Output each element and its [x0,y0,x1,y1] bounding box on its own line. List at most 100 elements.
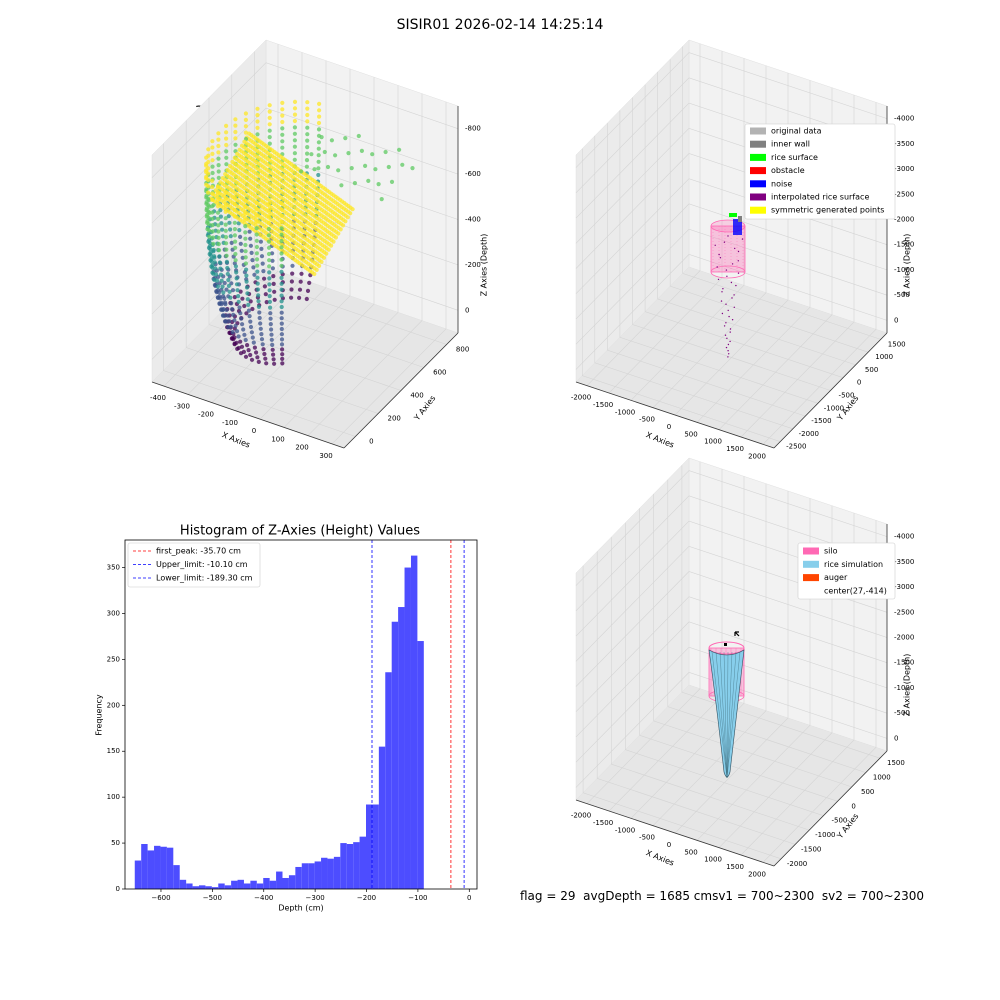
gridline [669,59,869,353]
legend-swatch [803,574,819,582]
data-point [333,235,338,240]
legend-swatch [750,140,766,148]
histogram-bar [314,861,322,889]
mesh-line [726,651,733,779]
data-point [206,177,211,182]
legend-swatch [750,127,766,135]
data-point [279,321,284,326]
gridline [575,596,888,712]
gridline [682,46,881,340]
x-tick-label: 500 [684,848,697,856]
data-point [210,145,215,150]
data-point [272,289,277,294]
data-point [254,251,259,256]
data-point [279,316,284,321]
data-point [257,310,262,315]
data-point [331,239,336,244]
data-point [210,229,215,234]
data-point [279,304,284,310]
histogram-bar [205,886,212,889]
y-tick-label: 1000 [873,774,891,782]
y-tick-label: 1500 [888,340,906,348]
data-point [292,112,298,117]
gridline [644,84,844,378]
data-point [279,269,284,274]
data-point [316,127,322,132]
auger-marker [734,631,740,637]
gridline [187,52,303,395]
gridline [607,123,806,417]
data-point [299,271,304,276]
data-point [215,204,221,209]
data-point [266,239,271,244]
data-point [207,228,212,233]
data-point [341,223,346,228]
data-point [356,133,361,139]
z-tick-label: -1000 [894,684,914,692]
legend-label: rice surface [771,153,818,162]
data-point [225,313,230,318]
data-point [228,234,233,239]
data-point [279,287,284,292]
data-point [251,265,256,270]
data-point [204,163,209,168]
data-point [316,172,321,178]
data-point [207,234,212,239]
interpolated-point [734,247,736,250]
data-point [305,151,310,156]
data-point [233,258,238,263]
data-point [225,265,230,271]
y-tick-label: -500 [839,392,855,400]
gridline [575,470,888,586]
data-point [255,287,260,292]
data-point [216,223,221,228]
data-point [259,337,265,342]
gridline [681,465,880,759]
data-point [223,203,228,208]
y-tick-label: 150 [107,747,120,755]
data-point [210,223,215,228]
data-point [206,215,211,220]
x-tick-label: -200 [198,411,214,419]
histogram-bar [378,746,386,889]
data-point [210,216,215,221]
interpolated-point [729,331,731,333]
histogram-bar [269,880,277,889]
data-point [223,209,228,214]
data-point [292,144,297,149]
mesh-line [711,651,728,779]
interpolated-point [737,272,740,274]
data-point [256,359,261,364]
data-point [299,169,304,174]
data-point [255,263,260,268]
gridline [259,77,375,420]
interpolated-point [725,322,727,324]
data-point [305,138,310,143]
x-tick-label: -1000 [615,408,635,416]
data-point [262,276,267,281]
data-point [317,101,322,106]
data-point [292,151,297,156]
data-point [206,203,211,208]
data-point [226,283,231,288]
interpolated-point [741,238,744,240]
gridline [575,495,888,612]
data-point [237,228,242,233]
data-point [292,125,297,130]
data-point [305,132,310,137]
mesh-line [726,651,741,779]
gridline [575,77,888,194]
z-tick-label: -2500 [894,608,914,616]
data-point [317,263,322,268]
interpolated-point [737,260,739,262]
data-point [267,282,272,287]
data-point [279,232,284,237]
data-point [250,335,255,340]
x-axis-line [575,381,775,449]
z-axis-label: Z Axies (Depth) [903,654,912,717]
legend-label: interpolated rice surface [771,193,869,202]
data-point [262,351,267,357]
x-tick-label: 0 [667,841,671,849]
data-point [211,247,216,253]
data-point [373,167,378,172]
